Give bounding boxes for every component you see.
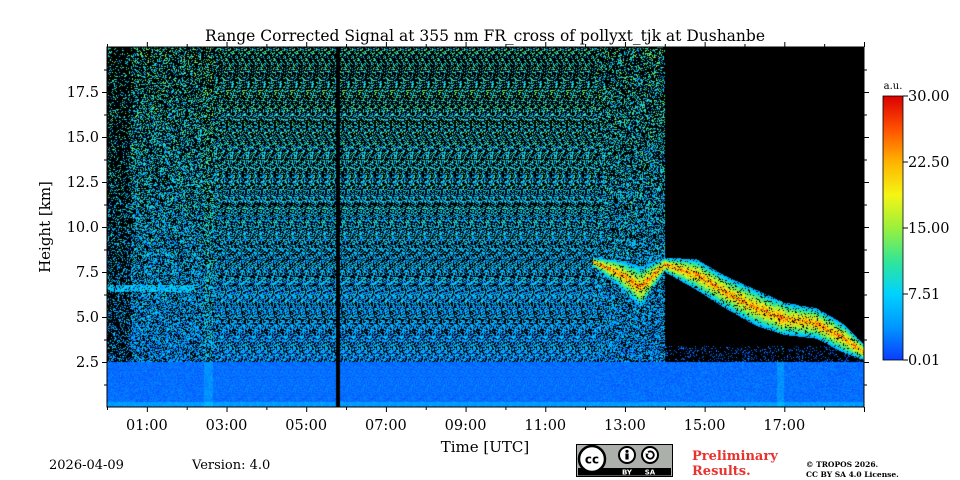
preliminary-results-note: Preliminary Results. xyxy=(692,449,778,479)
colorbar-tick-label: 22.50 xyxy=(908,155,950,171)
y-tick-label: 17.5 xyxy=(67,85,99,101)
x-tick-label: 15:00 xyxy=(684,418,726,434)
footer-date: 2026-04-09 xyxy=(49,458,124,473)
y-tick-label: 5.0 xyxy=(76,310,99,326)
x-axis: 01:00 03:00 05:00 07:00 09:00 11:00 13:00 15:00… xyxy=(107,42,865,434)
plot-area xyxy=(106,46,865,408)
y-tick-label: 15.0 xyxy=(67,130,99,146)
preliminary-line-2: Results. xyxy=(692,464,751,479)
colorbar-ticks: 0.01 7.51 15.00 22.50 30.00 xyxy=(903,89,950,369)
chart-title: Range Corrected Signal at 355 nm FR_cros… xyxy=(205,27,765,45)
signal-heatmap xyxy=(107,47,864,407)
x-tick-label: 09:00 xyxy=(445,418,487,434)
svg-text:cc: cc xyxy=(585,453,599,467)
colorbar-unit: a.u. xyxy=(884,81,903,92)
y-tick-label: 10.0 xyxy=(67,220,99,236)
footer-version: Version: 4.0 xyxy=(192,458,271,473)
colorbar-tick-label: 15.00 xyxy=(908,221,950,237)
svg-text:SA: SA xyxy=(645,469,656,477)
x-tick-label: 01:00 xyxy=(126,418,168,434)
x-tick-label: 05:00 xyxy=(285,418,327,434)
x-tick-label: 13:00 xyxy=(604,418,646,434)
cc-license-badge: cc BY SA xyxy=(576,444,673,477)
x-tick-label: 07:00 xyxy=(365,418,407,434)
y-axis: 2.5 5.0 7.5 10.0 12.5 15.0 17.5 xyxy=(67,69,869,386)
x-axis-label: Time [UTC] xyxy=(441,438,530,456)
x-tick-label: 11:00 xyxy=(524,418,566,434)
colorbar-tick-label: 30.00 xyxy=(908,89,950,105)
y-tick-label: 12.5 xyxy=(67,175,99,191)
x-tick-label: 03:00 xyxy=(206,418,248,434)
y-tick-label: 7.5 xyxy=(76,265,99,281)
y-axis-label: Height [km] xyxy=(36,181,54,273)
colorbar-tick-label: 7.51 xyxy=(908,287,940,303)
cc-icon xyxy=(577,444,607,474)
copyright-note: © TROPOS 2026. CC BY SA 4.0 License. xyxy=(806,460,899,480)
colorbar-tick-label: 0.01 xyxy=(908,353,940,369)
colorbar: a.u. 0.01 7.51 15.00 22.50 30.00 xyxy=(882,81,950,369)
x-tick-label: 17:00 xyxy=(763,418,805,434)
sa-share-icon xyxy=(641,446,659,464)
colorbar-gradient xyxy=(882,95,904,361)
copyright-line-1: © TROPOS 2026. xyxy=(806,460,879,469)
y-tick-label: 2.5 xyxy=(76,355,99,371)
copyright-line-2: CC BY SA 4.0 License. xyxy=(806,470,899,479)
svg-text:BY: BY xyxy=(622,469,633,477)
preliminary-line-1: Preliminary xyxy=(692,449,778,464)
